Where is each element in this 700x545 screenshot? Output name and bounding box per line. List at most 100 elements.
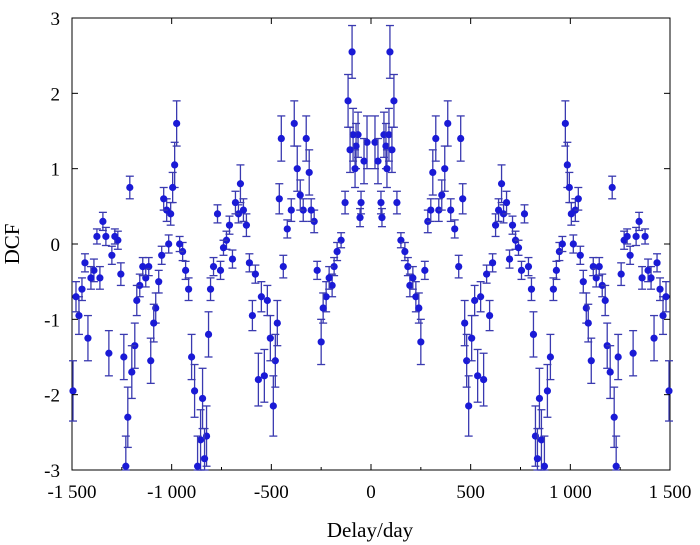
- point-marker: [87, 274, 95, 282]
- data-point: [184, 277, 193, 302]
- data-point: [443, 100, 452, 147]
- data-point: [269, 375, 278, 437]
- data-point: [125, 175, 134, 200]
- data-point: [479, 352, 488, 407]
- x-tick-label: -500: [254, 482, 289, 503]
- point-marker: [225, 221, 234, 229]
- data-point: [382, 149, 391, 189]
- point-marker: [457, 134, 465, 143]
- point-marker: [242, 221, 251, 229]
- data-point: [403, 256, 412, 277]
- point-marker: [93, 232, 101, 241]
- point-marker: [584, 319, 592, 327]
- point-marker: [344, 97, 352, 105]
- point-marker: [656, 285, 664, 293]
- point-marker: [543, 387, 552, 395]
- data-point: [80, 253, 89, 273]
- point-marker: [185, 285, 193, 293]
- y-axis-label: DCF: [0, 224, 24, 265]
- point-marker: [540, 462, 549, 470]
- data-point: [170, 141, 179, 189]
- data-point: [127, 345, 136, 400]
- point-marker: [438, 191, 446, 199]
- point-marker: [474, 372, 482, 380]
- point-marker: [558, 240, 566, 248]
- data-point: [164, 234, 173, 254]
- point-marker: [502, 198, 511, 207]
- data-point: [271, 333, 280, 388]
- data-point: [175, 235, 184, 253]
- data-point: [450, 219, 459, 239]
- point-marker: [451, 225, 459, 233]
- y-tick-label: 0: [51, 235, 61, 256]
- point-marker: [665, 387, 673, 395]
- data-point: [313, 260, 322, 281]
- point-marker: [447, 206, 455, 214]
- data-point: [440, 145, 449, 192]
- point-marker: [133, 296, 141, 305]
- y-tick-label: -2: [44, 386, 60, 407]
- point-marker: [84, 334, 92, 342]
- point-marker: [188, 353, 196, 361]
- point-marker: [248, 311, 256, 320]
- data-point: [517, 260, 526, 281]
- point-marker: [147, 357, 155, 365]
- data-point: [119, 333, 128, 381]
- point-marker: [231, 198, 240, 207]
- data-point: [154, 269, 163, 294]
- data-point: [587, 337, 596, 385]
- data-point: [662, 281, 671, 313]
- point-marker: [69, 387, 77, 395]
- point-marker: [612, 462, 620, 470]
- data-point: [446, 198, 455, 223]
- point-marker: [477, 293, 485, 301]
- data-point: [209, 256, 218, 277]
- y-tick-label: -3: [44, 461, 60, 482]
- point-marker: [128, 368, 136, 376]
- point-marker: [206, 285, 215, 293]
- plot-border: [71, 17, 671, 471]
- point-marker: [307, 206, 315, 214]
- point-marker: [524, 263, 533, 271]
- x-axis-ticks: -1 500 -1 000 -500 0 500 1 000 1 500: [47, 18, 691, 503]
- point-marker: [459, 195, 467, 203]
- data-point: [546, 333, 555, 381]
- point-marker: [552, 266, 560, 274]
- data-point: [83, 314, 92, 362]
- data-point: [228, 249, 237, 269]
- data-point: [263, 284, 272, 317]
- point-marker: [385, 131, 393, 139]
- point-marker: [228, 255, 237, 263]
- point-marker: [96, 274, 104, 282]
- data-point: [482, 264, 491, 284]
- data-point: [458, 183, 467, 215]
- data-point: [146, 337, 155, 385]
- data-point: [491, 213, 500, 238]
- data-point: [592, 268, 601, 288]
- point-marker: [409, 274, 417, 282]
- y-tick-label: -1: [44, 310, 60, 331]
- point-marker: [117, 270, 125, 278]
- point-marker: [313, 266, 321, 274]
- point-marker: [150, 319, 158, 327]
- point-marker: [158, 251, 166, 259]
- data-point: [385, 24, 394, 79]
- data-point: [464, 375, 473, 437]
- data-point: [460, 299, 469, 347]
- data-point: [565, 171, 574, 204]
- data-point: [275, 183, 284, 215]
- point-marker: [390, 97, 398, 105]
- point-marker: [90, 266, 98, 274]
- point-marker: [273, 319, 281, 327]
- data-point: [86, 265, 95, 290]
- point-marker: [429, 168, 437, 177]
- data-point: [330, 256, 339, 277]
- point-marker: [382, 142, 390, 150]
- x-tick-label: 1 000: [549, 482, 592, 503]
- data-point: [325, 265, 334, 290]
- point-marker: [412, 293, 420, 301]
- plot-frame: [71, 17, 671, 471]
- point-marker: [317, 338, 325, 346]
- data-point: [132, 284, 141, 317]
- point-marker: [614, 353, 622, 361]
